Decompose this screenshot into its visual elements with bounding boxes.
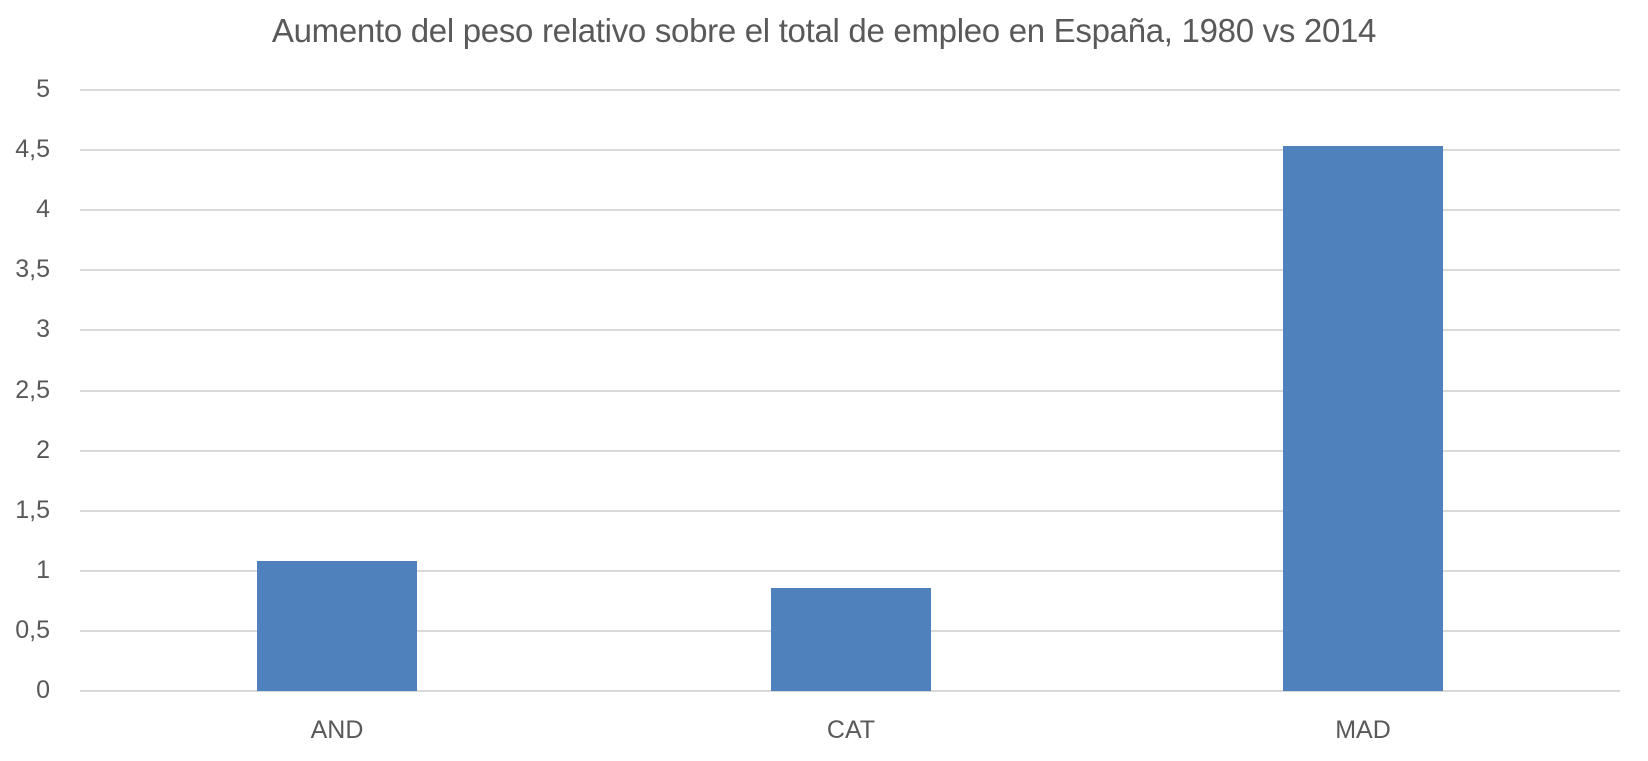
gridline bbox=[80, 209, 1620, 212]
y-axis-tick-label: 3,5 bbox=[15, 255, 50, 284]
y-axis-tick-label: 0 bbox=[36, 676, 50, 704]
x-axis-tick-label: MAD bbox=[1335, 716, 1391, 744]
gridline bbox=[80, 449, 1620, 452]
gridline bbox=[80, 389, 1620, 392]
y-axis-tick-label: 4,5 bbox=[15, 135, 50, 164]
gridline bbox=[80, 569, 1620, 572]
gridline bbox=[80, 149, 1620, 152]
bar-mad bbox=[1283, 146, 1443, 691]
y-axis-tick-label: 3 bbox=[36, 315, 50, 344]
y-axis-tick-label: 2,5 bbox=[15, 375, 50, 404]
y-axis-tick-label: 1,5 bbox=[15, 495, 50, 524]
x-axis-tick-label: AND bbox=[310, 716, 364, 744]
bar-and bbox=[257, 561, 417, 691]
y-axis-tick-label: 1 bbox=[36, 555, 50, 584]
gridline bbox=[80, 690, 1620, 692]
x-axis-tick-label: CAT bbox=[826, 716, 876, 744]
gridline bbox=[80, 509, 1620, 512]
y-axis-tick-label: 5 bbox=[36, 75, 50, 103]
y-axis-tick-label: 4 bbox=[36, 195, 50, 224]
chart-title: Aumento del peso relativo sobre el total… bbox=[271, 12, 1377, 49]
gridline bbox=[80, 269, 1620, 272]
y-axis-tick-label: 0,5 bbox=[15, 615, 50, 644]
y-axis-tick-label: 2 bbox=[36, 435, 50, 464]
gridline bbox=[80, 89, 1620, 91]
gridline bbox=[80, 329, 1620, 332]
bar-cat bbox=[771, 587, 931, 691]
